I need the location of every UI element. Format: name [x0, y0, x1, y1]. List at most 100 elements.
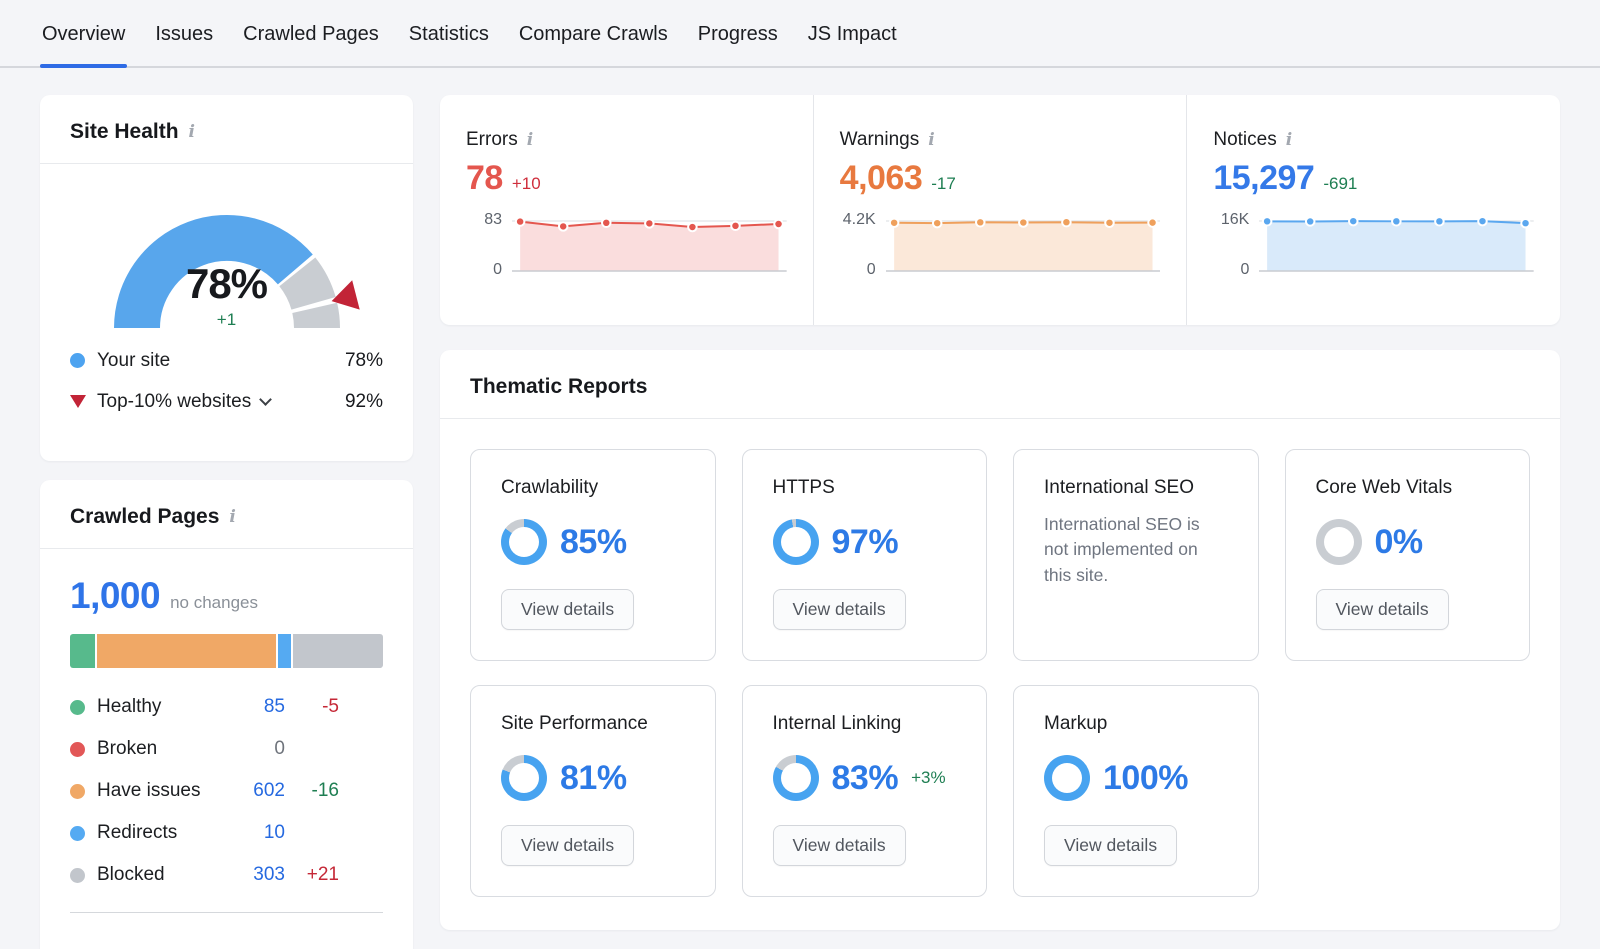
report-title: Internal Linking [772, 713, 902, 734]
report-card-markup: Markup 100% View details [1013, 685, 1259, 897]
report-percent: 100% [1103, 758, 1188, 797]
metric-warnings: Warnings i 4,063 -17 4.2K 0 [812, 95, 1187, 325]
site-health-header: Site Health i [40, 95, 413, 164]
tab-crawled-pages[interactable]: Crawled Pages [243, 23, 379, 45]
view-details-button[interactable]: View details [501, 589, 635, 630]
have-issues-dot-icon [70, 783, 85, 799]
tab-overview[interactable]: Overview [40, 3, 128, 68]
metric-errors: Errors i 78 +10 83 0 [440, 95, 813, 325]
red-triangle-icon [70, 395, 86, 408]
info-icon[interactable]: i [928, 129, 935, 150]
tab-issues[interactable]: Issues [155, 23, 214, 45]
crawled-row-healthy: Healthy 85 -5 [70, 686, 383, 728]
score-donut-icon [501, 755, 547, 801]
bar-segment-healthy [70, 634, 96, 668]
site-health-gauge: 78% +1 [87, 186, 367, 336]
report-percent: 85% [560, 522, 627, 561]
view-details-button[interactable]: View details [501, 825, 635, 866]
view-details-button[interactable]: View details [1315, 589, 1449, 630]
score-donut-icon [1044, 755, 1090, 801]
metric-label: Warnings [839, 129, 920, 150]
view-details-button[interactable]: View details [1044, 825, 1178, 866]
report-title: Markup [1044, 713, 1108, 734]
bar-segment-blocked [293, 634, 384, 668]
crawled-row-broken: Broken 0 [70, 728, 383, 770]
thematic-reports-grid: Crawlability 85% View details HTTPS 97% View … [440, 419, 1560, 927]
thematic-reports-title: Thematic Reports [470, 375, 648, 398]
report-card-core-web-vitals: Core Web Vitals 0% View details [1284, 449, 1530, 661]
blocked-dot-icon [70, 867, 85, 883]
report-percent: 81% [560, 758, 627, 797]
crawled-row-value: 85 [263, 696, 285, 717]
report-title: HTTPS [772, 477, 835, 498]
metric-value: 15,297 [1213, 159, 1315, 197]
metric-delta: +10 [511, 174, 541, 193]
top10-label: Top-10% websites [97, 390, 252, 412]
site-health-score: 78% [185, 260, 268, 307]
crawled-pages-legend: Healthy 85 -5 Broken 0 Have issues 602 -16 Redir… [70, 686, 383, 896]
legend-row-your-site: Your site 78% [70, 340, 383, 381]
report-card-https: HTTPS 97% View details [741, 449, 987, 661]
crawled-pages-total: 1,000 [70, 575, 161, 616]
crawled-pages-header: Crawled Pages i [40, 480, 413, 549]
tab-statistics[interactable]: Statistics [408, 23, 489, 45]
site-health-legend: Your site 78% Top-10% websites 92% [40, 336, 413, 422]
score-donut-icon [1315, 519, 1362, 565]
tab-compare-crawls[interactable]: Compare Crawls [518, 23, 668, 45]
chevron-down-icon[interactable] [259, 393, 273, 406]
report-card-international-seo: International SEO International SEO is no… [1013, 449, 1259, 661]
crawled-pages-title: Crawled Pages [70, 505, 220, 528]
crawled-row-label: Redirects [97, 822, 178, 843]
metric-delta: -691 [1323, 174, 1358, 193]
view-details-button[interactable]: View details [772, 589, 906, 630]
spark-axis-labels: 83 0 [484, 211, 502, 278]
crawled-row-delta: -16 [311, 780, 339, 801]
crawled-row-label: Broken [97, 738, 158, 759]
metric-label: Notices [1213, 129, 1277, 150]
crawled-row-have-issues: Have issues 602 -16 [70, 770, 383, 812]
benchmark-pointer-icon [331, 280, 360, 310]
tab-js-impact[interactable]: JS Impact [807, 23, 897, 45]
report-percent: 97% [831, 522, 899, 561]
crawled-row-delta [285, 822, 339, 844]
legend-row-top10: Top-10% websites 92% [70, 381, 383, 422]
sparkline-chart [512, 216, 787, 272]
crawled-row-label: Healthy [97, 696, 162, 717]
score-donut-icon [501, 519, 547, 565]
report-percent: 83% [831, 758, 899, 797]
crawled-row-delta: +21 [306, 864, 339, 885]
report-delta: +3% [911, 768, 946, 787]
report-percent: 0% [1374, 522, 1424, 561]
info-icon[interactable]: i [188, 121, 195, 142]
crawled-row-value: 303 [253, 864, 285, 885]
info-icon[interactable]: i [526, 129, 534, 150]
site-health-card: Site Health i 78% +1 Your site 78% Top-1… [40, 95, 413, 461]
bar-segment-have-issues [97, 634, 277, 668]
view-details-button[interactable]: View details [772, 825, 906, 866]
your-site-label: Your site [97, 349, 171, 371]
crawled-pages-card: Crawled Pages i 1,000 no changes Healthy… [40, 480, 413, 949]
score-donut-icon [772, 755, 819, 801]
redirects-dot-icon [70, 825, 85, 841]
healthy-dot-icon [70, 699, 85, 715]
top10-value: 92% [344, 390, 383, 412]
metric-value: 78 [466, 159, 503, 197]
tab-progress[interactable]: Progress [697, 23, 778, 45]
issue-totals-card: Errors i 78 +10 83 0 Warnings i 4,063 -17 4.2K 0 Not… [440, 95, 1560, 325]
spark-axis-labels: 16K 0 [1220, 211, 1250, 278]
bar-segment-redirects [278, 634, 292, 668]
report-card-site-performance: Site Performance 81% View details [470, 685, 716, 897]
crawled-pages-stacked-bar [70, 634, 384, 668]
report-description: International SEO is not implemented on … [1044, 514, 1200, 585]
broken-dot-icon [70, 741, 85, 757]
sparkline-chart [1259, 215, 1535, 272]
info-icon[interactable]: i [229, 506, 236, 527]
metric-delta: -17 [931, 174, 956, 193]
crawled-row-value: 0 [274, 738, 285, 759]
report-title: International SEO [1044, 477, 1194, 498]
crawled-row-redirects: Redirects 10 [70, 812, 383, 854]
info-icon[interactable]: i [1285, 129, 1293, 150]
crawled-row-delta: -5 [322, 696, 339, 717]
your-site-value: 78% [344, 349, 383, 371]
crawled-row-delta [285, 738, 339, 760]
